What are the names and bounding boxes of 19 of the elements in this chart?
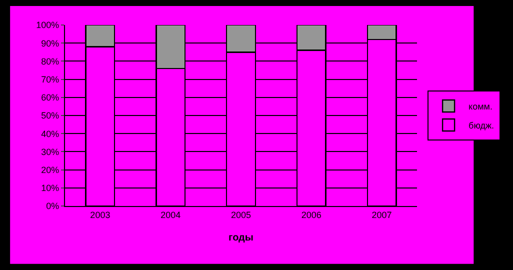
y-tick-label: 30%: [41, 146, 60, 157]
legend-label: бюдж.: [468, 120, 494, 131]
y-tick-label: 40%: [41, 128, 60, 139]
y-tick-label: 0%: [46, 201, 60, 212]
y-tick-label: 20%: [41, 164, 60, 175]
x-tick-label: 2005: [230, 210, 252, 220]
x-tick-label: 2007: [372, 210, 392, 220]
x-axis-title: годы: [228, 232, 254, 244]
y-tick-label: 50%: [41, 110, 60, 121]
y-tick-label: 10%: [41, 183, 60, 194]
y-tick-label: 80%: [41, 56, 60, 66]
x-tick-label: 2004: [160, 210, 181, 220]
y-tick-label: 100%: [36, 20, 60, 30]
y-tick-label: 90%: [41, 38, 60, 48]
y-tick-label: 60%: [41, 92, 60, 103]
y-tick-label: 70%: [41, 74, 60, 84]
x-tick-label: 2003: [90, 210, 110, 220]
x-tick-label: 2006: [301, 210, 322, 220]
legend-label: комм.: [468, 102, 492, 112]
